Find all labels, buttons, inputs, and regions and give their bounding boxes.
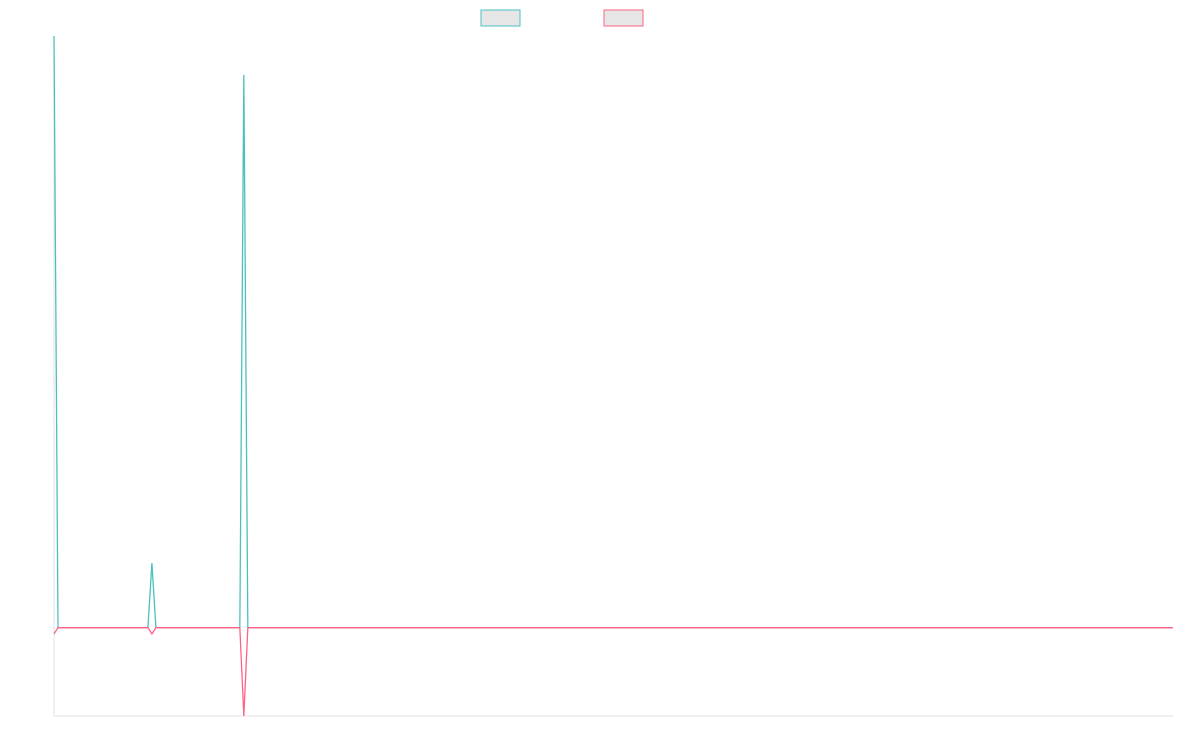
legend-swatch[interactable] xyxy=(480,9,521,27)
series-line xyxy=(53,627,1173,717)
series-line xyxy=(53,35,1173,629)
legend-swatch[interactable] xyxy=(603,9,644,27)
